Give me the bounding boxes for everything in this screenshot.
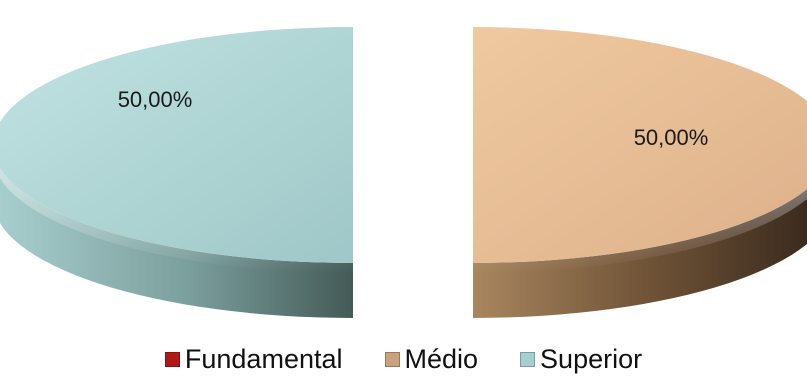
pie-slice-mdio xyxy=(473,27,807,318)
data-label-mdio: 50,00% xyxy=(634,125,709,150)
pie-slice-top xyxy=(0,27,353,263)
pie-slice-top xyxy=(473,27,807,263)
legend-swatch xyxy=(384,352,400,367)
legend-label: Fundamental xyxy=(184,344,343,374)
legend-swatch xyxy=(520,352,536,367)
pie-slice-rim xyxy=(0,168,353,273)
pie-slice-side xyxy=(0,168,353,318)
pie-slice-rim xyxy=(473,188,807,273)
legend-item-superior: Superior xyxy=(520,344,642,375)
legend-item-fundamental: Fundamental xyxy=(164,344,343,375)
legend-label: Médio xyxy=(404,344,479,374)
legend: Fundamental Médio Superior xyxy=(0,344,807,375)
legend-label: Superior xyxy=(540,344,643,374)
pie-slice-superior xyxy=(0,27,353,318)
legend-swatch xyxy=(164,352,180,367)
data-label-superior: 50,00% xyxy=(118,87,193,112)
legend-item-mdio: Médio xyxy=(384,344,479,375)
